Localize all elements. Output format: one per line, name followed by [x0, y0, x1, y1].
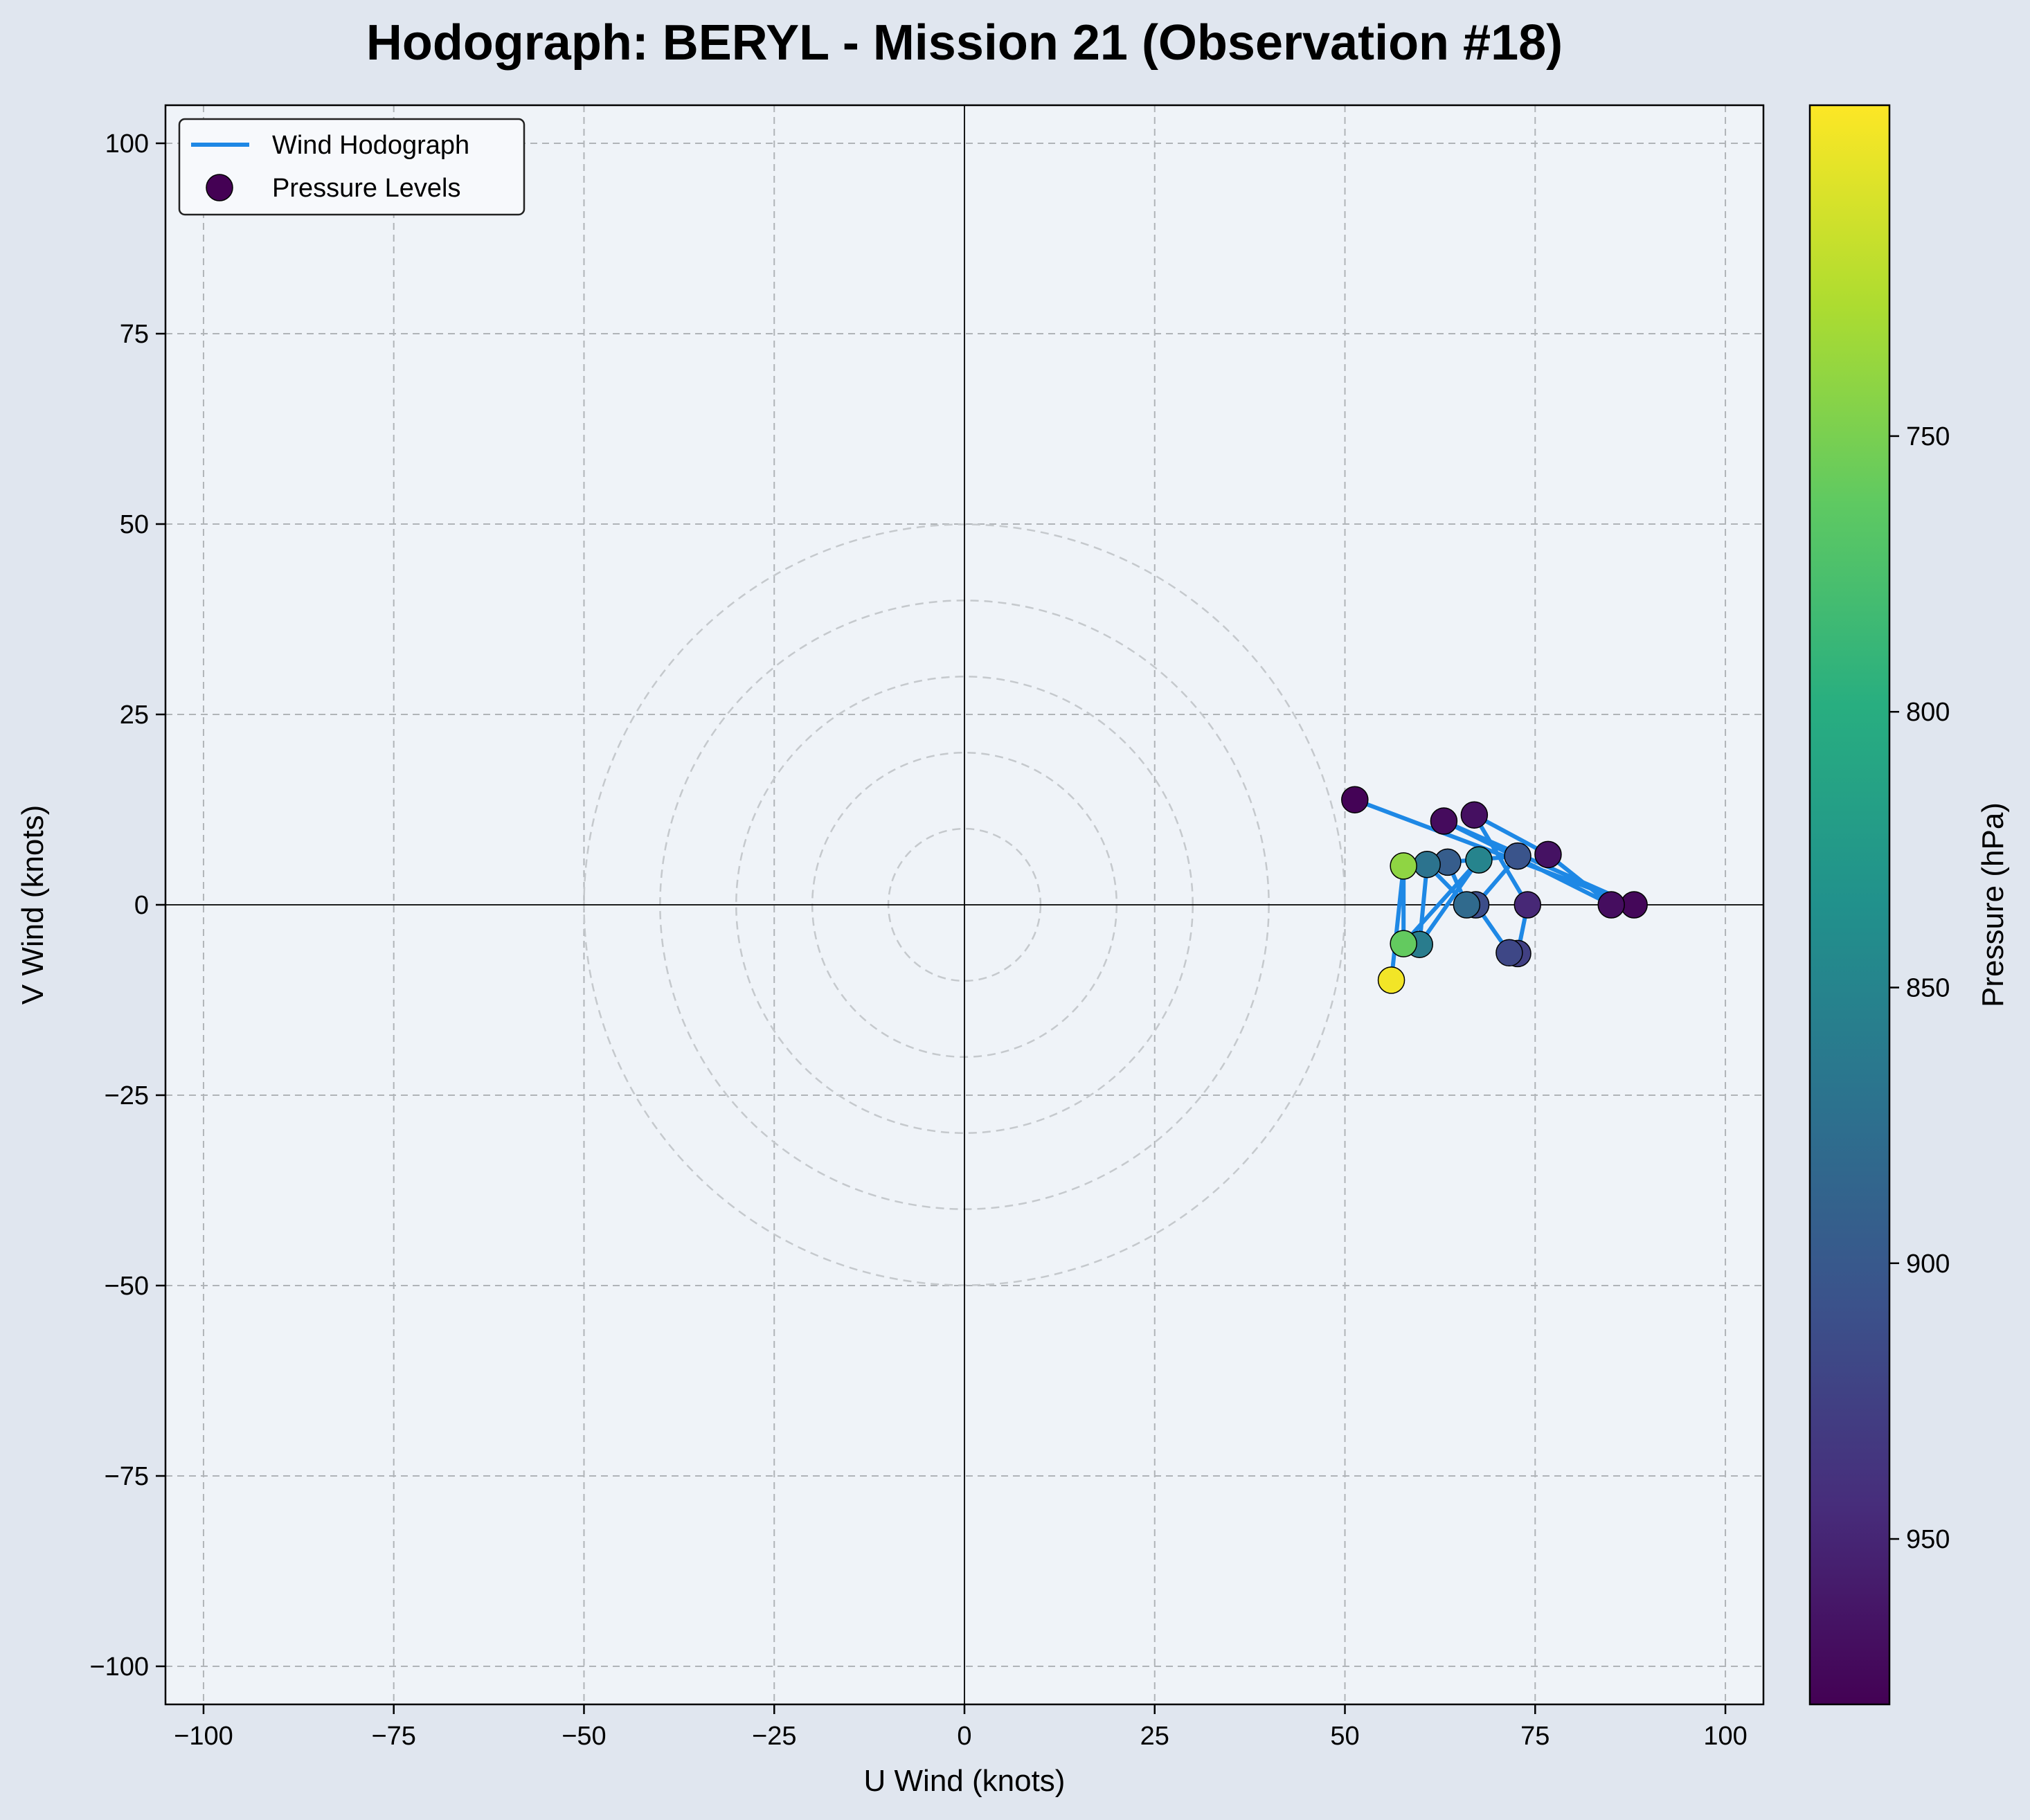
pressure-level-point — [1430, 807, 1458, 835]
y-tick-label: 50 — [120, 510, 149, 539]
x-tick-label: 50 — [1330, 1722, 1359, 1751]
y-tick-label: 25 — [120, 701, 149, 730]
colorbar-gradient — [1808, 104, 1891, 1706]
pressure-level-point — [1390, 852, 1417, 880]
colorbar-tick-label: 850 — [1906, 973, 1950, 1002]
x-axis-ticks: −100 −75 −50 −25 0 25 50 75 100 — [174, 1704, 1748, 1751]
x-tick-label: 100 — [1703, 1722, 1747, 1751]
x-tick-label: −25 — [752, 1722, 796, 1751]
x-tick-label: −50 — [562, 1722, 606, 1751]
pressure-level-point — [1390, 930, 1417, 957]
colorbar-tick-label: 900 — [1906, 1250, 1950, 1279]
y-tick-label: 75 — [120, 320, 149, 349]
y-tick-label: 100 — [105, 129, 149, 159]
pressure-level-point — [1460, 801, 1489, 829]
x-tick-label: 75 — [1520, 1722, 1550, 1751]
y-axis-label: V Wind (knots) — [16, 805, 50, 1005]
pressure-level-point — [1513, 891, 1542, 919]
legend-box — [178, 118, 526, 216]
y-tick-label: −75 — [105, 1462, 149, 1491]
x-tick-label: 25 — [1140, 1722, 1169, 1751]
colorbar-label: Pressure (hPa) — [1976, 802, 2010, 1007]
x-axis-label: U Wind (knots) — [864, 1764, 1066, 1798]
pressure-level-point — [1504, 842, 1532, 870]
pressure-level-point — [1341, 786, 1369, 813]
grid-lines — [165, 105, 1763, 1704]
pressure-level-points — [1341, 786, 1648, 994]
colorbar-tick-label: 750 — [1906, 422, 1950, 451]
pressure-level-point — [1465, 846, 1493, 874]
pressure-level-point — [1495, 939, 1523, 967]
legend: Wind Hodograph Pressure Levels — [178, 118, 526, 216]
chart-title: Hodograph: BERYL - Mission 21 (Observati… — [366, 15, 1563, 71]
y-tick-label: −25 — [105, 1081, 149, 1110]
colorbar-tick-label: 950 — [1906, 1525, 1950, 1554]
legend-entry-wind-hodograph: Wind Hodograph — [272, 131, 469, 160]
x-tick-label: −75 — [371, 1722, 415, 1751]
y-axis-ticks: −100 −75 −50 −25 0 25 50 75 100 — [89, 129, 165, 1682]
pressure-level-point — [1453, 891, 1481, 919]
colorbar-tick-label: 800 — [1906, 698, 1950, 727]
colorbar-ticks: 750 800 850 900 950 — [1889, 422, 1950, 1554]
y-tick-label: 0 — [134, 891, 149, 920]
y-tick-label: −100 — [89, 1652, 149, 1682]
pressure-level-point — [1377, 966, 1405, 994]
pressure-level-point — [1413, 850, 1441, 879]
x-tick-label: 0 — [957, 1722, 971, 1751]
legend-entry-pressure-levels: Pressure Levels — [272, 174, 460, 203]
y-tick-label: −50 — [105, 1272, 149, 1301]
colorbar: 750 800 850 900 950 Pressure (hPa) — [1808, 104, 2010, 1706]
legend-point-swatch — [206, 174, 233, 201]
pressure-level-point — [1534, 840, 1562, 869]
pressure-level-point — [1597, 891, 1625, 919]
zero-axes — [165, 105, 1763, 1704]
x-tick-label: −100 — [174, 1722, 233, 1751]
